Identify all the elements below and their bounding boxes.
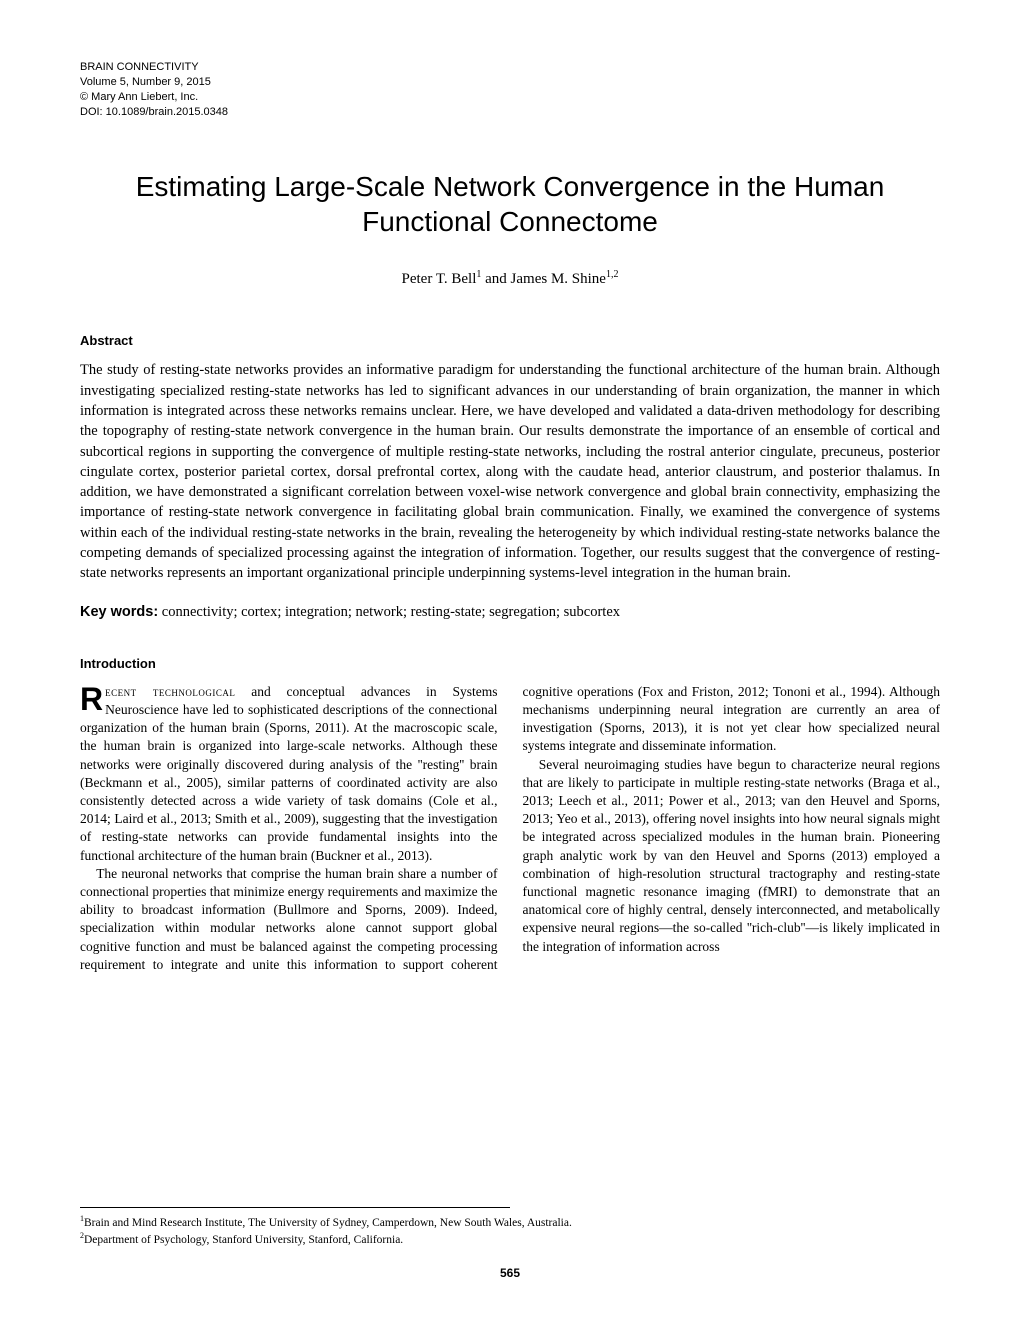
abstract-heading: Abstract bbox=[80, 333, 940, 348]
intro-p1-rest: and conceptual advances in Systems Neuro… bbox=[80, 684, 498, 863]
intro-paragraph-3: Several neuroimaging studies have begun … bbox=[523, 756, 941, 956]
journal-publisher: © Mary Ann Liebert, Inc. bbox=[80, 90, 940, 105]
journal-name: BRAIN CONNECTIVITY bbox=[80, 60, 940, 75]
dropcap: R bbox=[80, 686, 103, 713]
body-columns: Recent technological and conceptual adva… bbox=[80, 683, 940, 975]
keywords: Key words: connectivity; cortex; integra… bbox=[80, 604, 940, 621]
intro-paragraph-1: Recent technological and conceptual adva… bbox=[80, 683, 498, 865]
author-2-name: James M. Shine bbox=[511, 271, 606, 287]
journal-volume: Volume 5, Number 9, 2015 bbox=[80, 75, 940, 90]
journal-info: BRAIN CONNECTIVITY Volume 5, Number 9, 2… bbox=[80, 60, 940, 119]
keywords-label: Key words: bbox=[80, 604, 158, 620]
paper-title: Estimating Large-Scale Network Convergen… bbox=[80, 169, 940, 239]
affiliation-2: 2Department of Psychology, Stanford Univ… bbox=[80, 1231, 940, 1248]
authors: Peter T. Bell1 and James M. Shine1,2 bbox=[80, 269, 940, 288]
page-footer: 1Brain and Mind Research Institute, The … bbox=[80, 1207, 940, 1280]
page-number: 565 bbox=[80, 1266, 940, 1280]
author-1-name: Peter T. Bell bbox=[402, 271, 477, 287]
author-2-aff: 1,2 bbox=[606, 269, 619, 280]
affiliations: 1Brain and Mind Research Institute, The … bbox=[80, 1214, 940, 1248]
intro-smallcaps: ecent technological bbox=[105, 684, 235, 699]
footnote-divider bbox=[80, 1207, 510, 1208]
affiliation-1: 1Brain and Mind Research Institute, The … bbox=[80, 1214, 940, 1231]
introduction-heading: Introduction bbox=[80, 656, 940, 671]
authors-joiner: and bbox=[481, 271, 510, 287]
abstract-text: The study of resting-state networks prov… bbox=[80, 360, 940, 583]
keywords-text: connectivity; cortex; integration; netwo… bbox=[158, 604, 620, 620]
journal-doi: DOI: 10.1089/brain.2015.0348 bbox=[80, 105, 940, 120]
